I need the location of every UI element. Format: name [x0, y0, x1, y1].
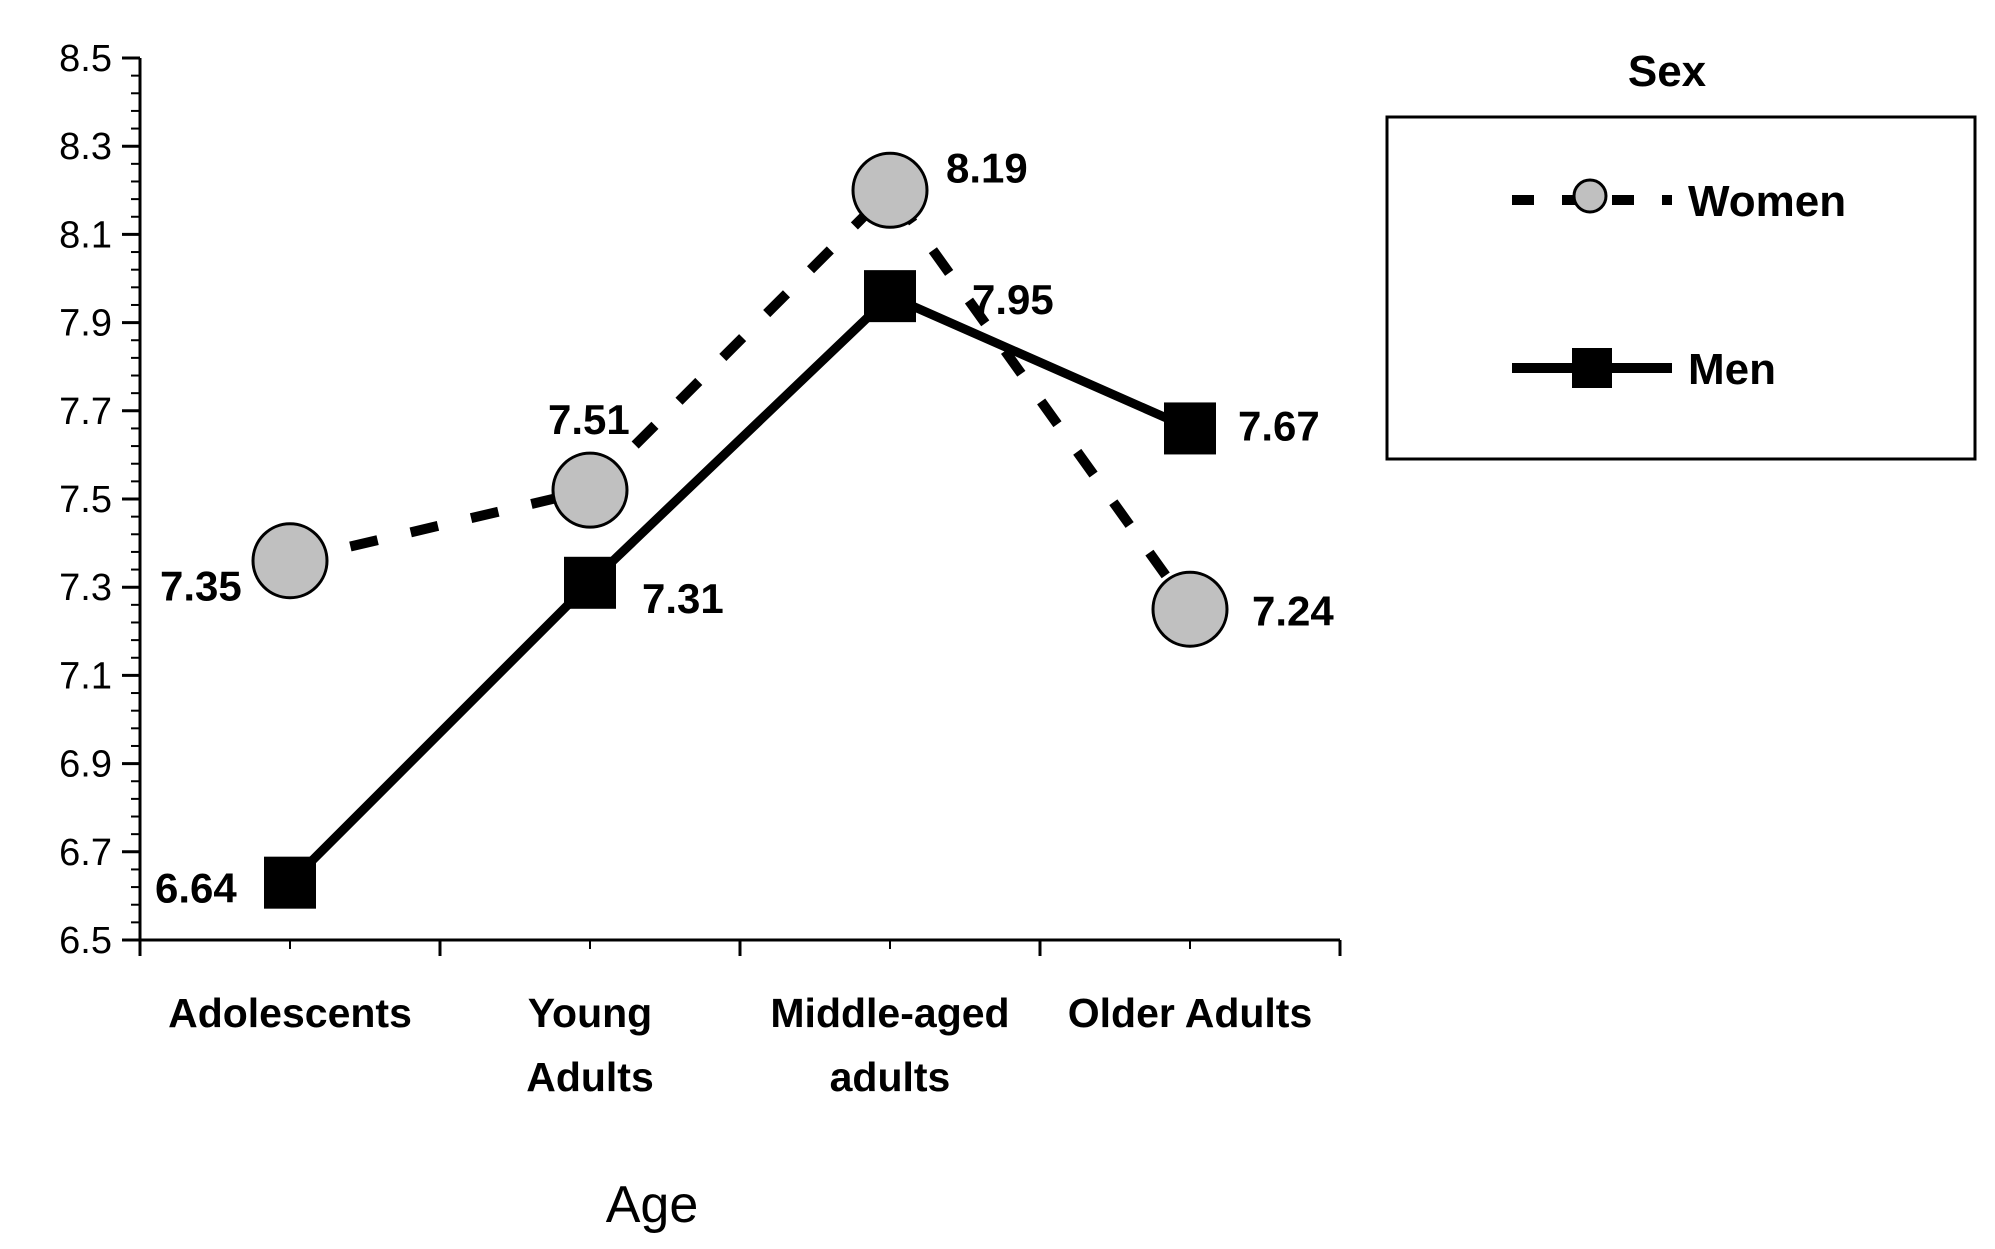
data-label-men: 7.95 — [972, 276, 1054, 323]
marker-men — [864, 270, 916, 323]
x-tick-label: Middle-aged adults — [770, 990, 1009, 1100]
data-label-women: 7.24 — [1252, 587, 1334, 634]
y-tick-label: 7.7 — [59, 391, 112, 433]
y-tick-label: 6.5 — [59, 920, 112, 962]
y-tick-label: 7.3 — [59, 567, 112, 609]
legend: Sex Women Men — [1385, 47, 1977, 461]
x-tick-label: Older Adults — [1068, 990, 1313, 1036]
y-tick-label: 6.7 — [59, 832, 112, 874]
data-label-women: 7.35 — [160, 563, 242, 610]
legend-label-women: Women — [1688, 177, 1846, 226]
marker-women — [851, 151, 929, 229]
legend-title: Sex — [1628, 47, 1707, 96]
x-tick-label: Young Adults — [526, 990, 654, 1100]
y-tick-label: 7.9 — [59, 303, 112, 345]
marker-women — [551, 451, 629, 529]
y-tick-label: 7.1 — [59, 655, 112, 697]
x-tick-label-line: Middle-aged — [770, 990, 1009, 1036]
x-tick-label-line: Young — [528, 990, 652, 1036]
data-label-women: 7.51 — [548, 396, 630, 443]
series-layer — [251, 151, 1229, 909]
marker-men — [564, 556, 616, 609]
legend-marker-men — [1572, 348, 1612, 388]
data-label-women: 8.19 — [946, 144, 1028, 191]
y-tick-label: 6.9 — [59, 744, 112, 786]
x-tick-label-line: Adults — [526, 1054, 654, 1100]
y-tick-label: 8.3 — [59, 126, 112, 168]
marker-women — [1151, 570, 1229, 648]
marker-women — [251, 522, 329, 600]
legend-marker-women — [1572, 178, 1608, 214]
x-tick-label-line: Older Adults — [1068, 990, 1313, 1036]
data-label-men: 6.64 — [155, 865, 237, 912]
data-label-men: 7.31 — [642, 575, 724, 622]
x-tick-label-line: adults — [830, 1054, 951, 1100]
series-line-women — [288, 182, 1195, 613]
marker-men — [1164, 402, 1216, 455]
marker-men — [264, 856, 316, 909]
series-line-men — [286, 290, 1192, 886]
data-label-men: 7.67 — [1238, 402, 1320, 449]
data-labels-layer: 7.35 7.51 8.19 7.24 6.64 7.31 7.95 7.67 — [155, 144, 1334, 911]
y-tick-label: 7.5 — [59, 479, 112, 521]
y-tick-label: 8.1 — [59, 214, 112, 256]
legend-items: Women Men — [1512, 177, 1846, 394]
x-tick-label-line: Adolescents — [168, 990, 412, 1036]
y-tick-label: 8.5 — [59, 38, 112, 80]
x-axis-title: Age — [606, 1176, 699, 1234]
legend-box — [1385, 115, 1977, 461]
x-tick-label: Adolescents — [168, 990, 412, 1036]
legend-label-men: Men — [1688, 345, 1776, 394]
axes-layer: 6.5 6.7 6.9 7.1 7.3 7.5 7.7 7.9 8.1 8.3 8.5 Adolesc… — [59, 38, 1342, 1100]
